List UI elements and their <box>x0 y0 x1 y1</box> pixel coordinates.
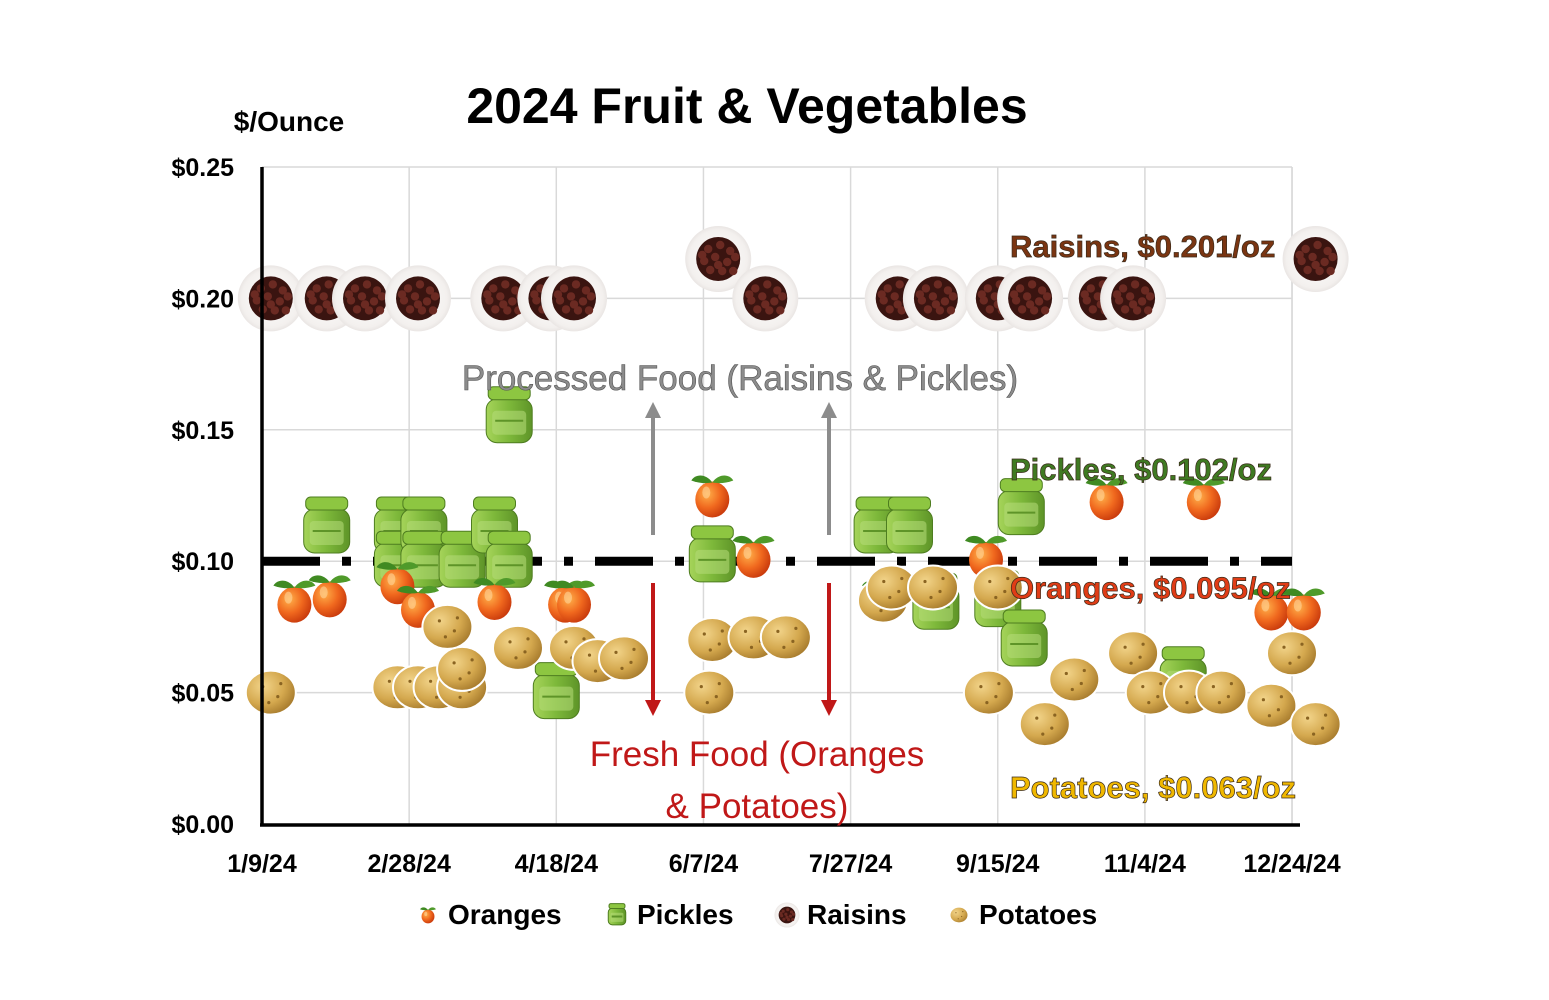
legend-item-potatoes: Potatoes <box>948 899 1097 930</box>
legend-item-pickles: Pickles <box>607 899 734 930</box>
raisin-point <box>541 265 607 332</box>
legend: Oranges Pickles Raisins Potatoes <box>420 899 1097 930</box>
raisin-point <box>902 265 969 332</box>
orange-point <box>1182 478 1225 521</box>
fresh-food-label-line1: Fresh Food (Oranges <box>590 735 925 774</box>
orange-point <box>1282 588 1325 631</box>
y-tick-label: $0.20 <box>171 285 234 313</box>
pickle-jar-point <box>532 662 580 720</box>
raisin-point <box>1282 226 1349 292</box>
y-tick-labels: $0.00 $0.05 $0.10 $0.15 $0.20 $0.25 <box>171 154 234 839</box>
legend-label: Pickles <box>637 899 734 930</box>
orange-point <box>691 475 734 518</box>
potato-point <box>683 669 736 716</box>
raisin-point <box>332 265 398 332</box>
raisin-point <box>732 265 799 332</box>
y-tick-label: $0.10 <box>171 548 234 576</box>
y-tick-label: $0.00 <box>171 811 234 839</box>
pickle-jar-point <box>485 530 533 588</box>
pickle-jar-point <box>303 496 351 554</box>
orange-point <box>553 580 595 623</box>
x-tick-label: 12/24/24 <box>1243 850 1340 878</box>
potato-point <box>244 669 297 716</box>
legend-label: Raisins <box>807 899 907 930</box>
series-annotation: Oranges, $0.095/oz <box>1010 570 1291 605</box>
legend-label: Oranges <box>448 899 562 930</box>
potato-point <box>759 614 812 661</box>
potato-point <box>1245 682 1298 729</box>
orange-point <box>732 535 775 578</box>
series-annotation: Pickles, $0.102/oz <box>1010 452 1272 487</box>
potato-point <box>598 635 650 682</box>
raisin-point <box>237 265 304 332</box>
potato-point <box>492 624 544 671</box>
y-axis-title: $/Ounce <box>234 106 344 137</box>
series-annotation: Raisins, $0.201/oz <box>1010 229 1275 264</box>
x-tick-label: 1/9/24 <box>227 850 297 878</box>
orange-point <box>273 580 316 623</box>
potato-point <box>1289 701 1342 748</box>
pickle-jar-point <box>997 478 1045 536</box>
orange-point <box>1085 478 1128 521</box>
raisin-point <box>1100 265 1167 332</box>
potato-point <box>421 603 474 650</box>
pickle-jar-point <box>485 386 533 444</box>
x-tick-label: 4/18/24 <box>515 850 599 878</box>
raisin-point <box>385 265 451 332</box>
data-points <box>237 226 1349 748</box>
fresh-food-label-line2: & Potatoes) <box>666 787 849 826</box>
potato-point <box>436 645 489 692</box>
x-tick-labels: 1/9/24 2/28/24 4/18/24 6/7/24 7/27/24 9/15/24… <box>227 850 1341 878</box>
processed-food-label: Processed Food (Raisins & Pickles) <box>462 359 1018 398</box>
potato-point <box>1018 701 1071 748</box>
orange-point <box>376 562 419 605</box>
x-tick-label: 2/28/24 <box>367 850 451 878</box>
raisin-point <box>470 265 537 332</box>
axes <box>260 167 1300 827</box>
orange-point <box>308 575 351 618</box>
potato-point <box>971 564 1024 611</box>
annotation-arrows <box>645 402 837 716</box>
potato-point <box>1048 656 1101 703</box>
y-tick-label: $0.05 <box>171 680 234 708</box>
pickle-jar-point <box>688 525 736 583</box>
legend-item-raisins: Raisins <box>774 899 907 930</box>
series-annotation: Potatoes, $0.063/oz <box>1010 770 1296 805</box>
orange-point <box>473 577 516 620</box>
raisin-icon <box>774 902 800 928</box>
x-tick-label: 6/7/24 <box>669 850 739 878</box>
x-tick-label: 9/15/24 <box>956 850 1040 878</box>
pickle-jar-icon <box>607 903 627 926</box>
raisin-point <box>685 226 752 292</box>
legend-item-oranges: Oranges <box>420 899 562 930</box>
legend-label: Potatoes <box>979 899 1097 930</box>
orange-icon <box>420 907 436 924</box>
pickle-jar-point <box>1000 609 1048 667</box>
raisin-point <box>997 265 1064 332</box>
orange-point <box>1250 588 1293 631</box>
potato-icon <box>948 905 970 925</box>
y-tick-label: $0.25 <box>171 154 234 182</box>
potato-point <box>1195 669 1248 716</box>
potato-point <box>1266 630 1318 677</box>
x-tick-label: 7/27/24 <box>809 850 893 878</box>
potato-point <box>962 669 1015 716</box>
y-tick-label: $0.15 <box>171 417 234 445</box>
x-tick-label: 11/4/24 <box>1104 850 1186 878</box>
potato-point <box>907 564 959 611</box>
chart-title: 2024 Fruit & Vegetables <box>466 78 1027 134</box>
pickle-jar-point <box>886 496 933 554</box>
potato-point <box>1107 630 1160 677</box>
series-annotations: Raisins, $0.201/oz Pickles, $0.102/oz Oran… <box>1010 228 1297 805</box>
